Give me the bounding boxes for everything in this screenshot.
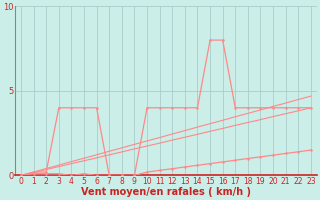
- X-axis label: Vent moyen/en rafales ( km/h ): Vent moyen/en rafales ( km/h ): [81, 187, 251, 197]
